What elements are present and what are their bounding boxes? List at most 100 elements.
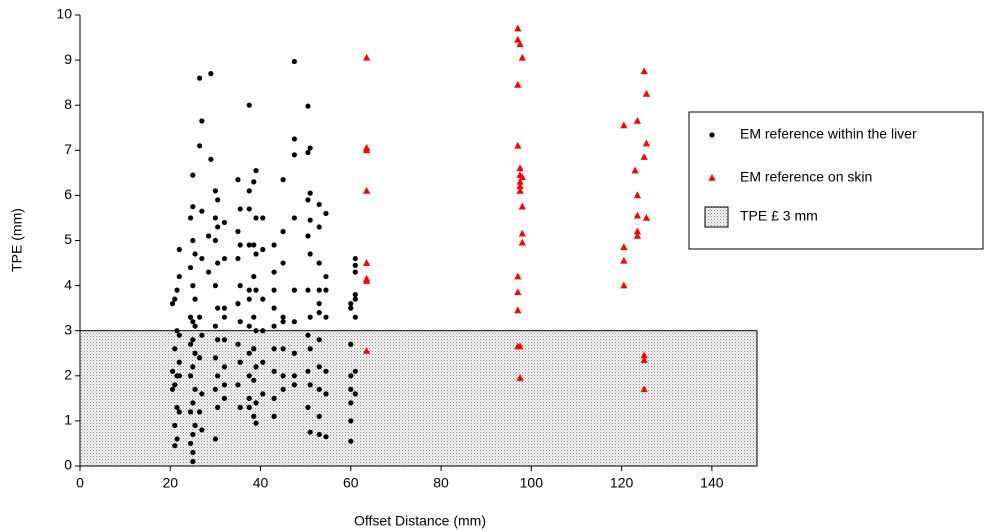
circle-point [323,287,329,293]
circle-point [197,314,203,320]
triangle-point [633,191,641,199]
triangle-point [516,186,524,194]
circle-point [197,355,203,361]
circle-point [307,217,313,223]
circle-point [291,215,297,221]
circle-point [246,350,252,356]
circle-point [235,255,241,262]
circle-point [176,332,182,338]
x-tick-label: 40 [253,475,269,491]
circle-point [237,206,243,212]
circle-point [307,382,313,388]
circle-point [253,287,259,293]
circle-point [323,391,329,397]
circle-point [221,305,228,311]
circle-point [187,409,194,415]
circle-point [190,364,196,370]
circle-point [192,386,198,392]
circle-point [174,287,180,293]
circle-point [348,438,354,444]
circle-point [199,427,205,433]
circle-point [251,377,257,383]
circle-point [305,197,311,203]
circle-point [172,382,178,388]
circle-point [291,136,297,142]
circle-point [280,386,286,392]
circle-point [307,314,313,320]
circle-point [190,458,196,465]
y-tick-label: 9 [64,51,72,67]
triangle-point [708,174,716,181]
y-tick-label: 8 [64,96,72,112]
triangle-point [633,116,641,124]
circle-point [197,143,203,149]
y-tick-label: 5 [64,231,72,247]
x-tick-label: 20 [162,475,178,491]
circle-point [172,296,178,302]
circle-point [280,373,286,379]
circle-point [253,420,259,426]
circle-point [174,436,180,442]
circle-point [246,395,252,401]
circle-point [253,328,259,334]
circle-point [316,287,322,293]
circle-point [169,301,176,307]
circle-point [271,269,277,275]
circle-point [246,323,252,329]
circle-point [235,228,241,235]
triangle-point [514,24,522,32]
triangle-point [362,259,371,266]
circle-point [316,224,322,230]
circle-point [208,71,214,77]
circle-point [352,255,358,262]
circle-point [237,359,243,365]
circle-point [271,346,277,352]
triangle-point [640,67,648,75]
triangle-point [640,385,648,393]
circle-point [271,305,277,311]
circle-point [307,251,313,257]
circle-point [280,319,286,325]
circle-point [172,346,178,352]
circle-point [192,323,198,329]
triangle-point [633,231,641,239]
legend-label: EM reference on skin [740,169,872,185]
circle-point [352,269,358,275]
triangle-point [516,374,524,381]
triangle-point [514,141,522,149]
circle-point [215,197,221,203]
circle-point [197,75,203,81]
x-tick-label: 100 [520,475,544,491]
circle-point [215,224,221,230]
circle-point [280,260,286,266]
circle-point [291,373,297,379]
circle-point [291,382,297,388]
circle-point [323,210,329,217]
circle-point [253,167,259,174]
x-tick-label: 120 [610,475,634,491]
circle-point [305,233,311,239]
circle-point [199,332,205,338]
circle-point [280,177,286,183]
circle-point [260,391,266,397]
circle-point [206,269,212,275]
circle-point [316,337,322,343]
circle-point [280,228,286,235]
circle-point [307,190,313,196]
circle-point [190,237,196,244]
circle-point [307,346,313,352]
circle-point [271,242,277,248]
triangle-point [620,121,628,129]
circle-point [323,314,329,320]
circle-point [251,413,257,419]
circle-point [251,179,257,185]
circle-point [352,368,358,374]
triangle-point [631,166,639,174]
triangle-point [518,173,526,181]
circle-point [246,373,252,379]
y-axis-title: TPE (mm) [9,208,25,272]
circle-point [169,368,176,374]
circle-point [260,359,266,365]
circle-point [307,145,313,151]
